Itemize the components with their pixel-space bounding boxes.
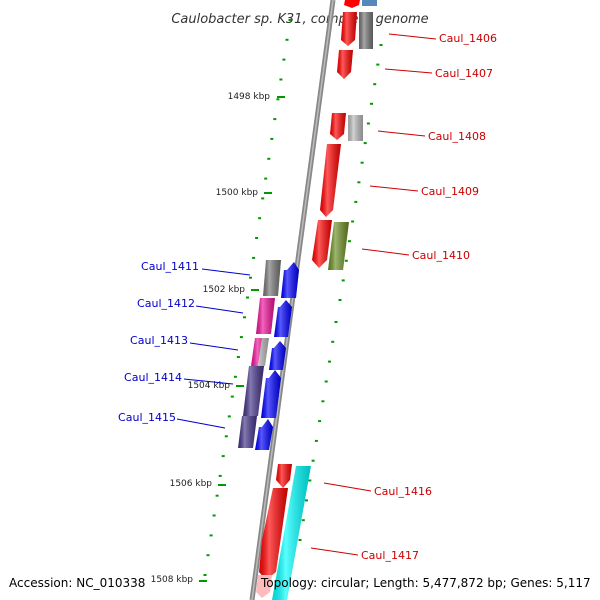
gene-arrow-shade bbox=[281, 262, 299, 298]
leader-line bbox=[201, 268, 251, 276]
gene-arrow-shade bbox=[337, 50, 353, 79]
gene-label-caul-1407[interactable]: Caul_1407 bbox=[435, 67, 493, 80]
leader-line bbox=[323, 482, 372, 492]
gene-label-caul-1406[interactable]: Caul_1406 bbox=[439, 32, 497, 45]
gene-arrow-shade bbox=[320, 144, 341, 217]
tick-track-right bbox=[298, 44, 383, 541]
leader-line bbox=[183, 378, 234, 385]
gene-arrow-shade bbox=[276, 464, 292, 488]
minus-strand-labels: Caul_1411 Caul_1412 Caul_1413 Caul_1414 … bbox=[118, 260, 251, 429]
gene-label-caul-1408[interactable]: Caul_1408 bbox=[428, 130, 486, 143]
cog-box-shade bbox=[272, 466, 311, 600]
map-title: Caulobacter sp. K31, complete genome bbox=[171, 12, 428, 27]
cog-box-shade bbox=[348, 115, 363, 141]
leader-line bbox=[377, 130, 426, 137]
gene-label-caul-1413[interactable]: Caul_1413 bbox=[130, 334, 188, 347]
kbp-label: 1502 kbp bbox=[203, 285, 246, 295]
cog-box-shade bbox=[263, 260, 281, 296]
kbp-label: 1504 kbp bbox=[188, 381, 231, 391]
gene-arrow-shade bbox=[259, 488, 288, 580]
cog-box-shade bbox=[238, 416, 257, 448]
leader-line bbox=[195, 305, 244, 314]
leader-line bbox=[384, 68, 433, 74]
genome-backbone-highlight bbox=[251, 0, 334, 600]
gene-label-caul-1417[interactable]: Caul_1417 bbox=[361, 549, 419, 562]
gene-label-caul-1416[interactable]: Caul_1416 bbox=[374, 485, 432, 498]
gene-arrow-shade bbox=[274, 300, 292, 337]
gene-arrow[interactable] bbox=[256, 575, 272, 598]
gene-arrow-shade bbox=[269, 341, 286, 370]
leader-line bbox=[388, 33, 437, 40]
leader-line bbox=[361, 248, 410, 256]
kbp-label: 1506 kbp bbox=[170, 479, 213, 489]
gene-label-caul-1411[interactable]: Caul_1411 bbox=[141, 260, 199, 273]
gene-arrow[interactable] bbox=[344, 0, 360, 8]
minus-strand-genes bbox=[238, 260, 299, 450]
gene-label-caul-1410[interactable]: Caul_1410 bbox=[412, 249, 470, 262]
leader-line bbox=[189, 342, 239, 351]
accession-text: Accession: NC_010338 bbox=[9, 576, 145, 590]
gene-label-caul-1409[interactable]: Caul_1409 bbox=[421, 185, 479, 198]
plus-strand-genes bbox=[256, 0, 377, 600]
gene-arrow-shade bbox=[341, 12, 357, 46]
tick-track-left bbox=[203, 19, 292, 576]
cog-box-shade bbox=[359, 12, 373, 49]
gene-label-caul-1412[interactable]: Caul_1412 bbox=[137, 297, 195, 310]
gene-arrow-shade bbox=[255, 419, 273, 450]
gene-label-caul-1415[interactable]: Caul_1415 bbox=[118, 411, 176, 424]
cog-box-shade bbox=[328, 222, 349, 270]
kbp-scale: 1498 kbp 1500 kbp 1502 kbp 1504 kbp 1506… bbox=[151, 92, 285, 585]
gene-arrow-shade bbox=[261, 370, 281, 418]
gene-label-caul-1414[interactable]: Caul_1414 bbox=[124, 371, 182, 384]
cog-box-shade bbox=[256, 298, 275, 334]
kbp-label: 1498 kbp bbox=[228, 92, 271, 102]
gene-arrow-shade bbox=[312, 220, 332, 268]
gene-arrow-shade bbox=[330, 113, 346, 140]
kbp-label: 1508 kbp bbox=[151, 575, 194, 585]
cog-box-shade bbox=[243, 366, 264, 416]
leader-line bbox=[369, 185, 419, 192]
topology-text: Topology: circular; Length: 5,477,872 bp… bbox=[260, 576, 591, 590]
kbp-label: 1500 kbp bbox=[216, 188, 259, 198]
leader-line bbox=[176, 418, 226, 429]
plus-strand-labels: Caul_1406 Caul_1407 Caul_1408 Caul_1409 … bbox=[310, 32, 497, 562]
cog-box bbox=[362, 0, 377, 6]
cog-box-shade bbox=[251, 338, 269, 366]
leader-line bbox=[310, 547, 359, 556]
